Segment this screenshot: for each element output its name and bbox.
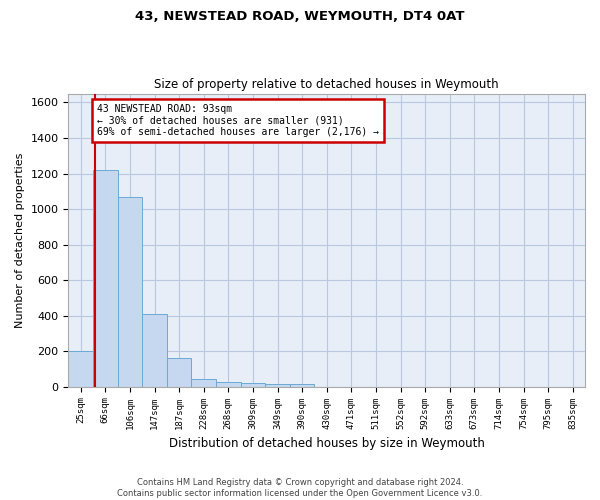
X-axis label: Distribution of detached houses by size in Weymouth: Distribution of detached houses by size …: [169, 437, 485, 450]
Y-axis label: Number of detached properties: Number of detached properties: [15, 152, 25, 328]
Title: Size of property relative to detached houses in Weymouth: Size of property relative to detached ho…: [154, 78, 499, 91]
Bar: [216, 382, 241, 386]
Text: Contains HM Land Registry data © Crown copyright and database right 2024.
Contai: Contains HM Land Registry data © Crown c…: [118, 478, 482, 498]
Bar: [142, 314, 167, 386]
Bar: [68, 350, 93, 386]
Bar: [118, 196, 142, 386]
Bar: [191, 378, 216, 386]
Bar: [167, 358, 191, 386]
Text: 43, NEWSTEAD ROAD, WEYMOUTH, DT4 0AT: 43, NEWSTEAD ROAD, WEYMOUTH, DT4 0AT: [135, 10, 465, 23]
Text: 43 NEWSTEAD ROAD: 93sqm
← 30% of detached houses are smaller (931)
69% of semi-d: 43 NEWSTEAD ROAD: 93sqm ← 30% of detache…: [97, 104, 379, 138]
Bar: [241, 383, 265, 386]
Bar: [93, 170, 118, 386]
Bar: [265, 384, 290, 386]
Bar: [290, 384, 314, 386]
